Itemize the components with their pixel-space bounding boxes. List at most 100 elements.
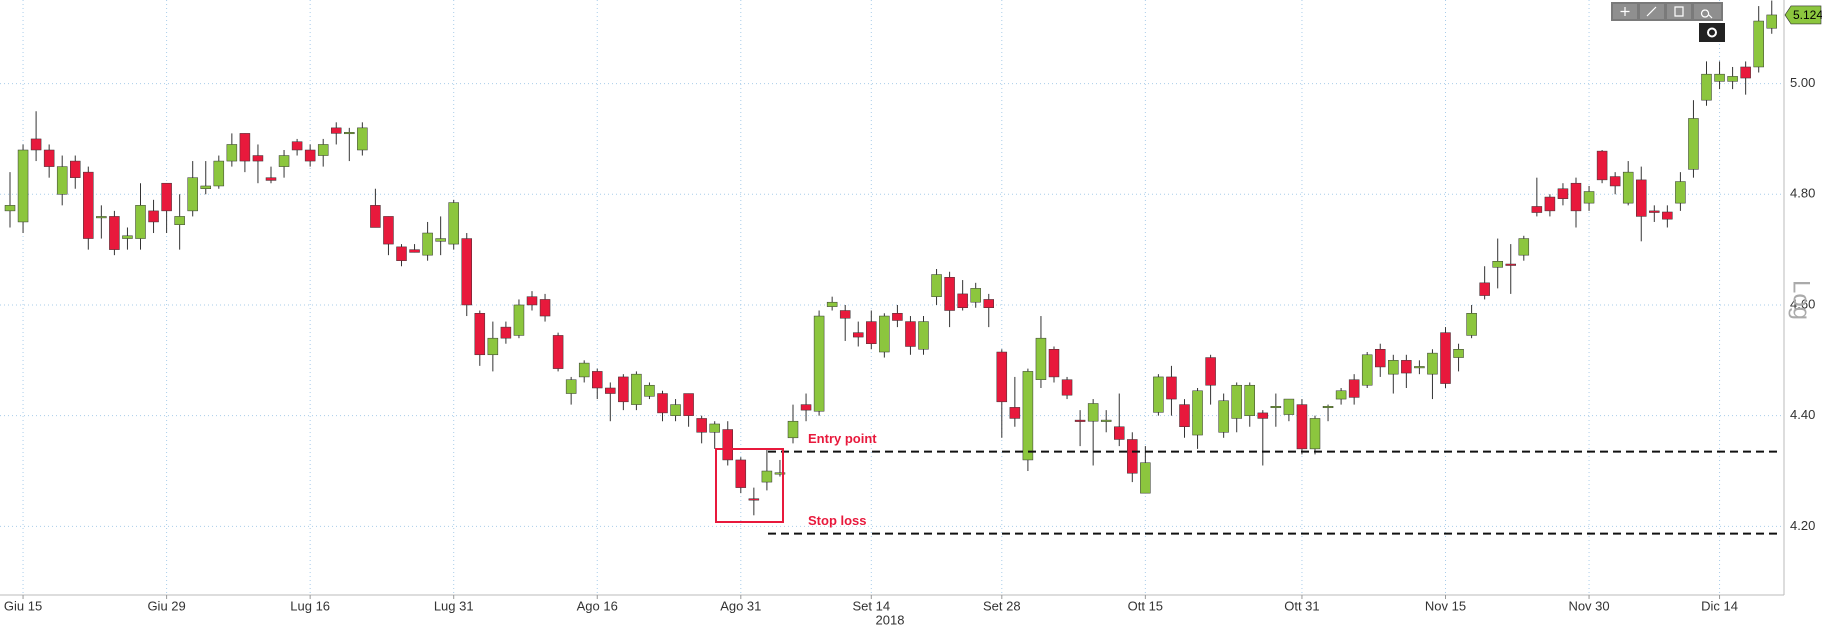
candle-body — [317, 144, 329, 156]
toolbar-icons — [1620, 6, 1713, 19]
candle-body — [1766, 14, 1777, 29]
last-price-box — [1784, 5, 1822, 25]
y-tick-label: 4.20 — [1790, 518, 1815, 533]
candle-body — [1701, 73, 1712, 101]
candle-body — [30, 138, 42, 151]
candle-body — [1557, 188, 1569, 199]
candle-body — [1518, 238, 1530, 256]
candle-body — [1009, 407, 1021, 419]
candle-body — [252, 155, 264, 162]
candle-body — [70, 160, 81, 178]
candle-body — [1127, 439, 1138, 474]
candle-body — [56, 166, 68, 195]
candle-body — [683, 393, 694, 416]
candle-body — [1636, 179, 1647, 217]
candle-body — [1688, 118, 1699, 170]
log-button[interactable]: Log — [1788, 280, 1815, 320]
candle-body — [1087, 403, 1099, 422]
candle-body — [1453, 349, 1464, 358]
candle-body — [944, 277, 955, 311]
candle-body — [787, 420, 799, 439]
candle-body — [500, 326, 512, 339]
candle-body — [1283, 398, 1295, 415]
candle-body — [109, 216, 120, 250]
candle-body — [539, 299, 551, 317]
candle-body — [826, 301, 838, 307]
candle-body — [1257, 412, 1269, 419]
candle-body — [1753, 20, 1764, 68]
candle-body — [631, 373, 642, 405]
candle-body — [1427, 352, 1438, 375]
candle-body — [996, 351, 1008, 403]
candle-body — [657, 393, 668, 414]
candle-body — [161, 182, 172, 212]
candle-body — [1035, 337, 1047, 380]
candle-body — [513, 304, 525, 336]
candle-body — [357, 127, 368, 151]
annotation-label: Stop loss — [808, 513, 867, 528]
candle-body — [239, 133, 251, 162]
annotation-label: Entry point — [808, 431, 877, 446]
candle-body — [1505, 263, 1516, 266]
candle-body — [1492, 260, 1503, 268]
candle-body — [1714, 73, 1725, 82]
candle-body — [200, 185, 211, 189]
candle-body — [800, 404, 812, 411]
candle-body — [148, 210, 159, 223]
x-tick-label: Nov 30 — [1568, 598, 1609, 613]
candle-body — [1583, 191, 1595, 204]
candle-body — [813, 315, 825, 412]
candle-body — [1335, 390, 1347, 400]
candle-body — [1022, 371, 1034, 461]
candle-body — [592, 371, 603, 389]
candle-body — [278, 155, 290, 167]
candle-body — [265, 177, 277, 181]
candle-body — [1727, 76, 1738, 82]
candle-body — [918, 321, 929, 350]
candle-body — [1570, 182, 1582, 212]
candle-body — [1622, 171, 1634, 204]
candle-body — [304, 149, 316, 162]
candle-body — [722, 429, 733, 461]
candle-body — [461, 238, 472, 306]
candle-body — [187, 177, 198, 212]
candle-body — [605, 387, 616, 394]
candle-body — [839, 310, 851, 319]
candle-body — [122, 235, 133, 239]
candle-body — [1609, 176, 1621, 187]
candle-body — [174, 216, 185, 225]
candle-body — [1662, 211, 1673, 220]
candle-body — [1100, 419, 1112, 422]
candle-body — [474, 313, 486, 356]
candle-body — [1322, 406, 1334, 409]
candle-body — [1153, 376, 1164, 413]
candle-body — [1361, 354, 1373, 386]
y-tick-label: 4.80 — [1790, 186, 1815, 201]
candle-body — [1309, 418, 1321, 450]
y-tick-label: 4.40 — [1790, 407, 1815, 422]
settings-button[interactable] — [1699, 23, 1725, 42]
x-tick-label: Ago 16 — [577, 598, 618, 613]
candle-body — [957, 293, 968, 308]
candle-body — [135, 205, 146, 239]
candle-body — [1531, 206, 1543, 213]
candle-body — [1675, 181, 1686, 204]
candle-body — [1296, 404, 1308, 450]
candle-body — [1401, 360, 1412, 374]
x-tick-label: Ago 31 — [720, 598, 761, 613]
candle-body — [226, 144, 238, 162]
x-tick-label: Lug 31 — [434, 598, 474, 613]
x-tick-label: Giu 29 — [147, 598, 185, 613]
candle-body — [1375, 349, 1386, 368]
save-button[interactable] — [1667, 4, 1691, 19]
candle-body — [931, 274, 942, 297]
candle-body — [487, 337, 499, 356]
candle-body — [1596, 150, 1608, 181]
candle-body — [565, 379, 577, 394]
candle-body — [1649, 210, 1660, 213]
x-tick-label: Ott 31 — [1284, 598, 1319, 613]
candle-body — [1114, 426, 1125, 440]
candle-body — [644, 384, 655, 397]
